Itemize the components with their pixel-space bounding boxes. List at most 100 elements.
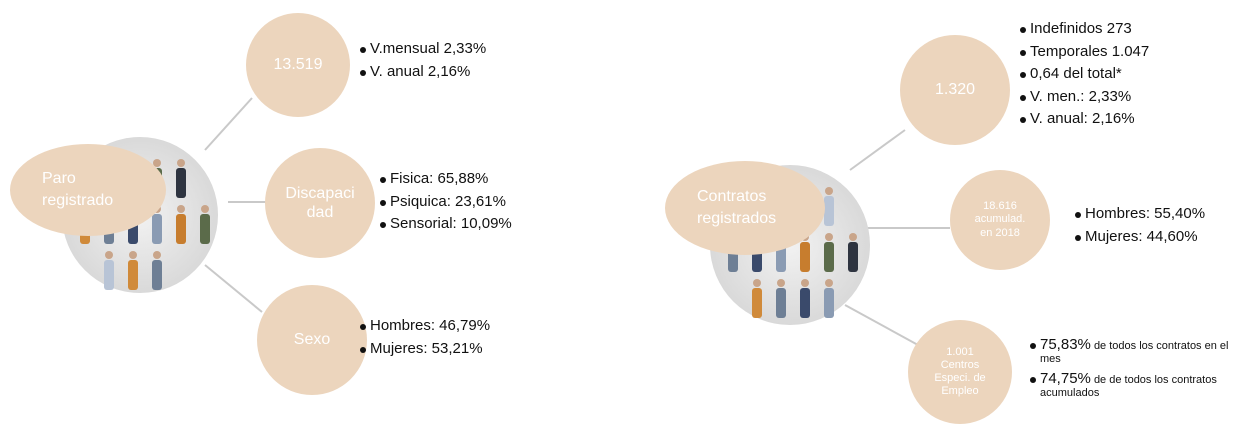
text: 18.616 xyxy=(983,200,1017,213)
figure-head xyxy=(825,279,833,287)
figure-head xyxy=(177,205,185,213)
bullet-list: Fisica: 65,88% Psiquica: 23,61% Sensorial:… xyxy=(380,168,512,236)
title-ellipse xyxy=(10,144,166,236)
connector xyxy=(849,129,906,171)
bullet-list: 75,83% de todos los contratos en el mes 7… xyxy=(1030,337,1230,406)
text: Sexo xyxy=(293,331,331,349)
text: registrado xyxy=(42,192,114,209)
label-line: Discapaci xyxy=(285,184,354,203)
title-line: registrados xyxy=(697,208,817,230)
bullet-list: Hombres: 55,40% Mujeres: 44,60% xyxy=(1075,203,1205,248)
figure-head xyxy=(777,279,785,287)
branch-circle xyxy=(246,13,350,117)
figure xyxy=(824,288,834,318)
bullet-item: 74,75% de de todos los contratos acumula… xyxy=(1030,370,1230,400)
text: de todos los contratos en el mes xyxy=(1040,340,1229,365)
figure xyxy=(200,214,210,244)
group-title: Contratos registrados xyxy=(697,161,817,255)
branch-circle xyxy=(908,320,1012,424)
figure xyxy=(128,260,138,290)
branch-label: Discapaci dad xyxy=(265,148,375,258)
text: Discapaci xyxy=(285,184,355,202)
text: Especi. de xyxy=(934,372,986,384)
text: 1.320 xyxy=(934,81,976,99)
bullet-item: Temporales 1.047 xyxy=(1020,41,1149,64)
figure xyxy=(800,288,810,318)
text: Psiquica: 23,61% xyxy=(390,192,506,210)
figure xyxy=(176,214,186,244)
bullet-item: 0,64 del total* xyxy=(1020,63,1149,86)
bullet-item: Hombres: 55,40% xyxy=(1075,203,1205,226)
branch-label: 1.320 xyxy=(900,35,1010,145)
branch-label: 13.519 xyxy=(246,13,350,117)
bullet-item: V. men.: 2,33% xyxy=(1020,86,1149,109)
text: V. anual 2,16% xyxy=(370,62,471,80)
label-line: Sexo xyxy=(294,330,330,349)
text: Contratos xyxy=(697,188,767,206)
figure-head xyxy=(177,159,185,167)
figure-head xyxy=(801,279,809,287)
branch-circle xyxy=(257,285,367,395)
figure-head xyxy=(201,205,209,213)
figure-head xyxy=(753,279,761,287)
text: acumulad. xyxy=(974,213,1026,226)
branch-circle xyxy=(900,35,1010,145)
bullet-item: Mujeres: 53,21% xyxy=(360,338,490,361)
figure xyxy=(800,242,810,272)
bullet-list: Indefinidos 273 Temporales 1.047 0,64 del … xyxy=(1020,18,1149,131)
bullet-item: Hombres: 46,79% xyxy=(360,315,490,338)
text: Paro xyxy=(42,170,76,188)
text: V.mensual 2,33% xyxy=(370,40,487,57)
title-line: registrado xyxy=(42,190,158,212)
figure-head xyxy=(153,159,161,167)
text: Sensorial: 10,09% xyxy=(390,215,512,232)
label-line: 18.616 xyxy=(983,200,1017,213)
text: 74,75% xyxy=(1040,370,1091,387)
branch-circle xyxy=(950,170,1050,270)
branch-label: Sexo xyxy=(257,285,367,395)
bullet-item: V.mensual 2,33% xyxy=(360,38,486,61)
figure xyxy=(776,288,786,318)
text: 1.001 xyxy=(946,345,974,358)
figure xyxy=(848,242,858,272)
figure-head xyxy=(825,187,833,195)
branch-circle xyxy=(265,148,375,258)
label-line: en 2018 xyxy=(980,227,1020,240)
label-line: Empleo xyxy=(941,385,978,398)
label-line: 1.320 xyxy=(935,80,975,99)
text: de de todos los contratos acumulados xyxy=(1040,374,1217,399)
bullet-item: Sensorial: 10,09% xyxy=(380,213,512,236)
figure-head xyxy=(153,251,161,259)
title-line: Paro xyxy=(42,168,158,190)
text: registrados xyxy=(697,210,777,227)
label-line: acumulad. xyxy=(975,213,1026,226)
bullet-item: Mujeres: 44,60% xyxy=(1075,226,1205,249)
text: V. men.: 2,33% xyxy=(1030,87,1132,105)
figure xyxy=(152,260,162,290)
bullet-item: Indefinidos 273 xyxy=(1020,18,1149,41)
text: Fisica: 65,88% xyxy=(390,170,489,187)
text: V. anual: 2,16% xyxy=(1030,110,1135,127)
figure xyxy=(824,242,834,272)
bullet-item: Psiquica: 23,61% xyxy=(380,191,512,214)
text: Hombres: 55,40% xyxy=(1085,205,1206,222)
bullet-item: V. anual: 2,16% xyxy=(1020,108,1149,131)
branch-label: 1.001 Centros Especi. de Empleo xyxy=(908,320,1012,424)
text: 13.519 xyxy=(273,56,323,74)
bullet-item: V. anual 2,16% xyxy=(360,61,486,84)
bullet-item: Fisica: 65,88% xyxy=(380,168,512,191)
group-title: Paro registrado xyxy=(42,144,158,236)
text: Mujeres: 53,21% xyxy=(370,339,483,357)
connector xyxy=(204,97,253,151)
branch-label: 18.616 acumulad. en 2018 xyxy=(950,170,1050,270)
text: Temporales 1.047 xyxy=(1030,42,1150,60)
text: Hombres: 46,79% xyxy=(370,317,491,334)
text: dad xyxy=(306,204,334,221)
label-line: Especi. de xyxy=(934,372,985,385)
text: Empleo xyxy=(941,385,979,398)
title-ellipse xyxy=(665,161,825,255)
label-line: 1.001 xyxy=(946,346,974,359)
connector xyxy=(204,264,263,313)
figure xyxy=(752,288,762,318)
